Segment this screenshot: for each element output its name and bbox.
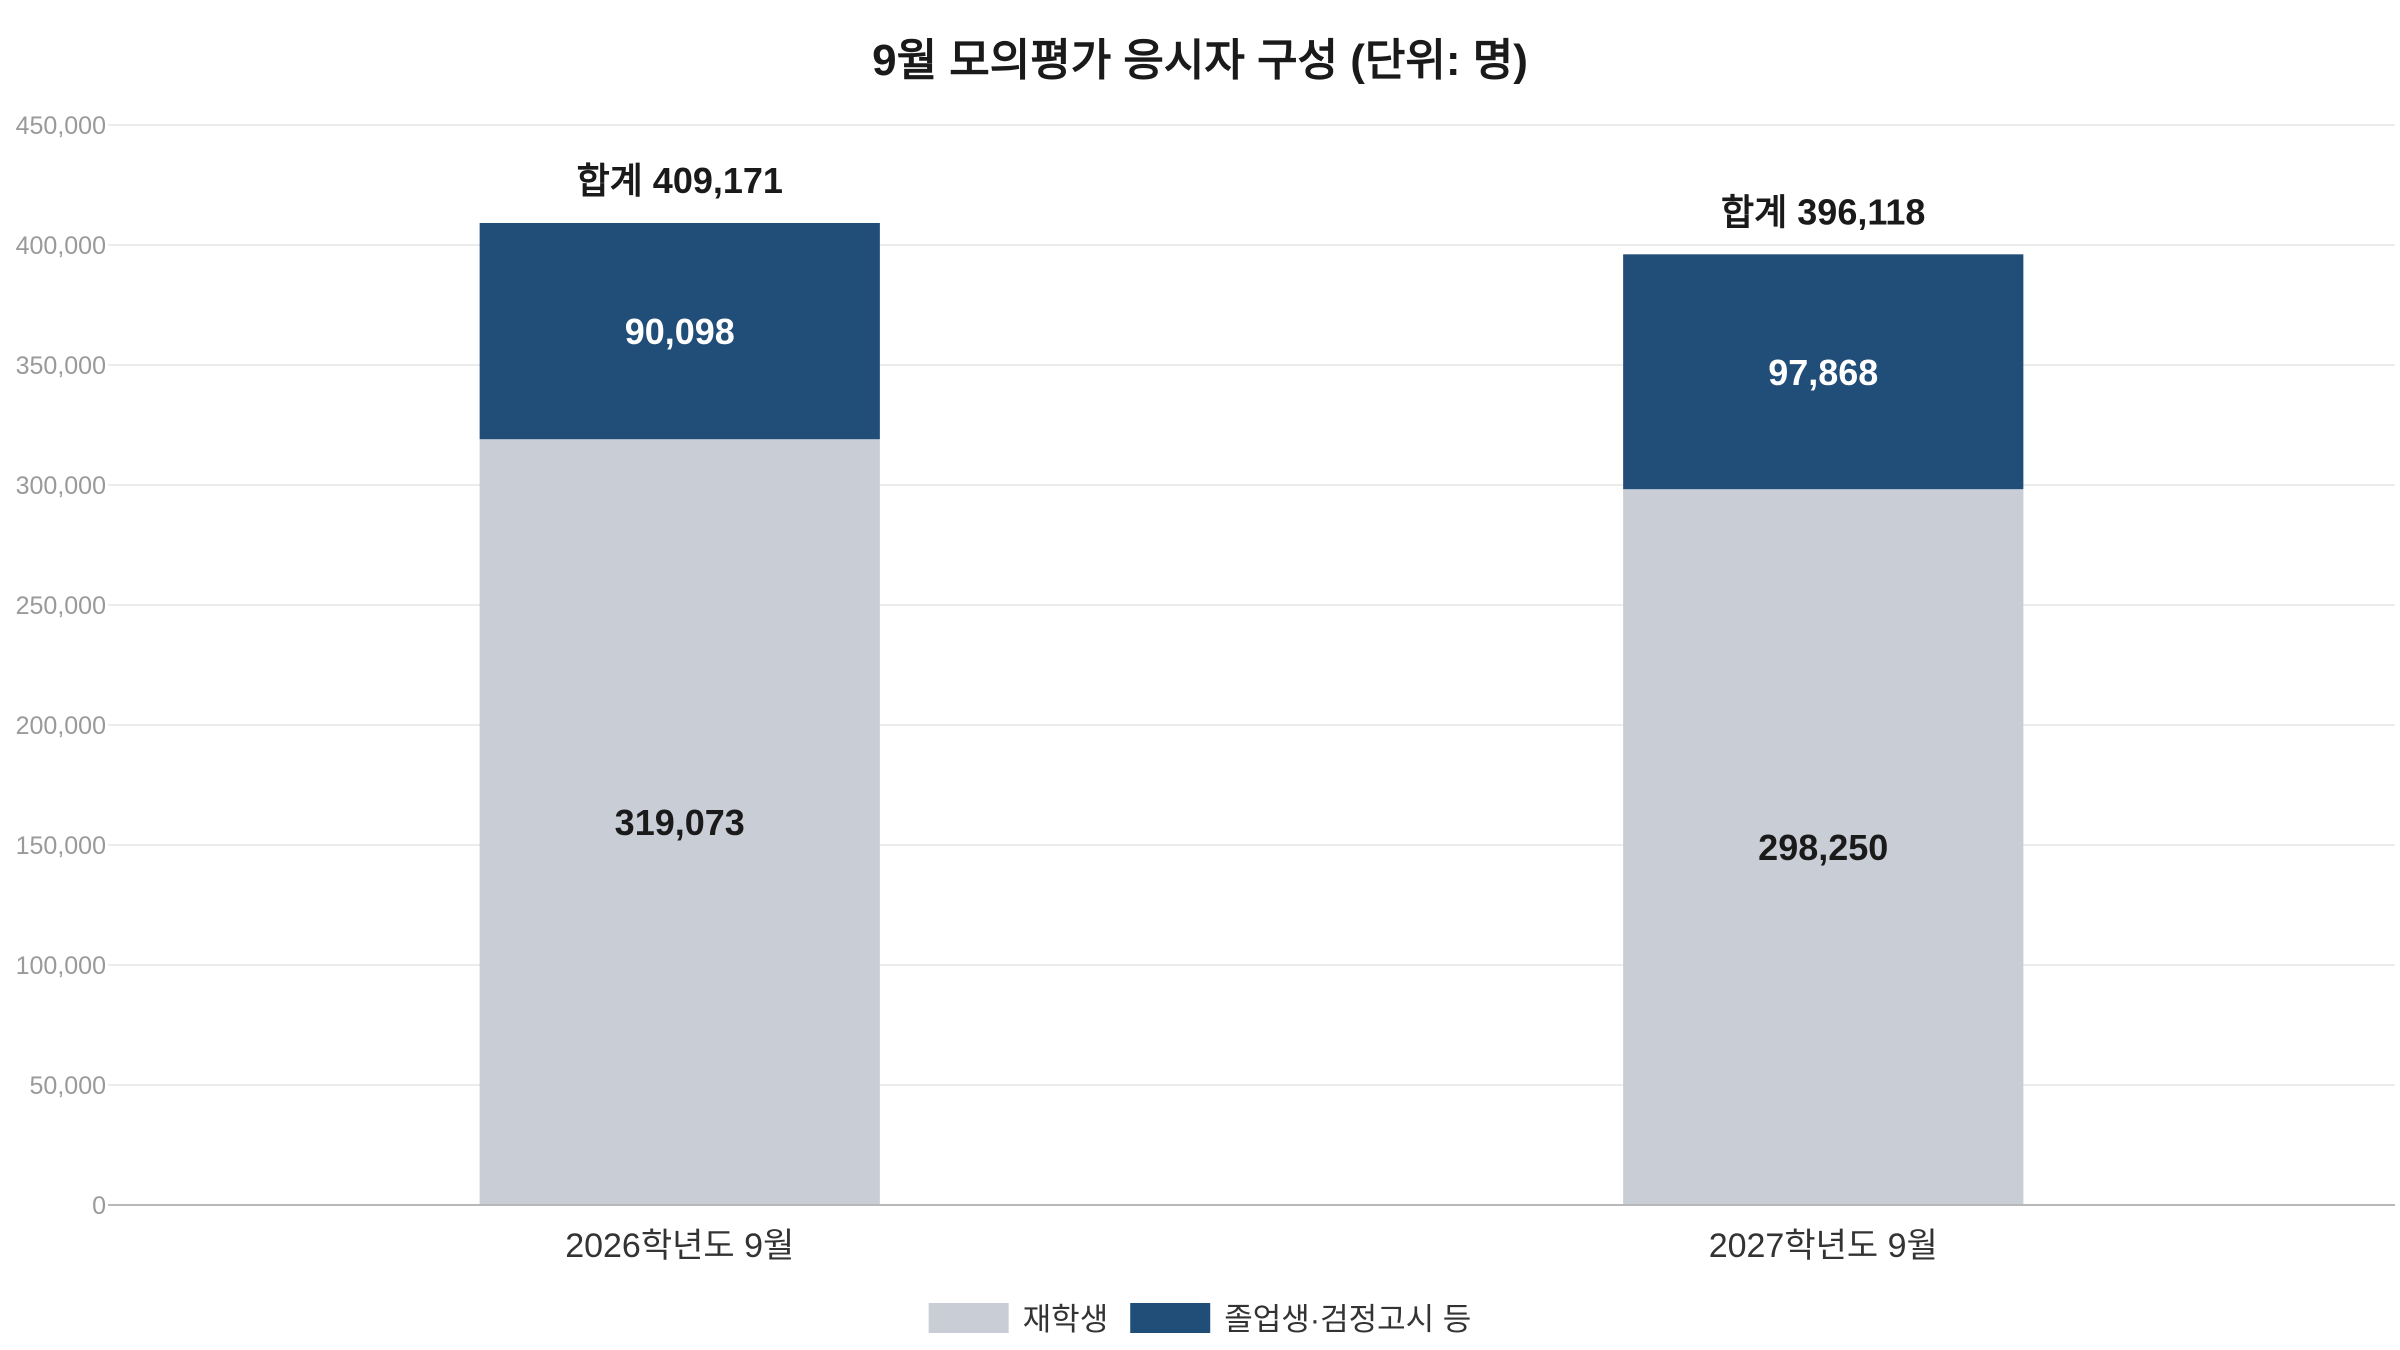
y-tick-label: 250,000: [16, 592, 106, 620]
bar-segment: [1623, 254, 2024, 490]
y-tick-label: 350,000: [16, 352, 106, 380]
y-axis-ticks: 0 50,000 100,000 150,000 200,000 250,000 300,0…: [16, 112, 106, 1220]
y-tick-label: 450,000: [16, 112, 106, 140]
x-tick-label: 2026학년도 9월: [565, 1227, 794, 1265]
legend-label: 졸업생·검정고시 등: [1224, 1302, 1471, 1337]
y-tick-label: 50,000: [30, 1072, 106, 1100]
legend-swatch: [928, 1303, 1009, 1333]
y-tick-label: 300,000: [16, 472, 106, 500]
data-labels: 319,073 90,098 합계 409,171 298,250 97,868 합계 3…: [577, 160, 1926, 868]
bar-segment: [479, 439, 880, 1205]
total-label: 합계 396,118: [1721, 191, 1925, 232]
bars: [479, 222, 2024, 1205]
legend-swatch: [1130, 1303, 1211, 1333]
bar-segment: [1623, 489, 2024, 1205]
y-tick-label: 100,000: [16, 952, 106, 980]
chart-title: 9월 모의평가 응시자 구성 (단위: 명): [872, 36, 1528, 85]
total-label: 합계 409,171: [577, 160, 783, 201]
gridlines: [108, 124, 2395, 1086]
segment-value-label: 97,868: [1768, 352, 1878, 393]
legend-label: 재학생: [1023, 1302, 1109, 1337]
legend: 재학생 졸업생·검정고시 등: [928, 1302, 1471, 1337]
y-tick-label: 200,000: [16, 712, 106, 740]
x-tick-label: 2027학년도 9월: [1709, 1227, 1938, 1265]
segment-value-label: 298,250: [1758, 827, 1888, 868]
y-tick-label: 0: [92, 1192, 106, 1220]
y-tick-label: 400,000: [16, 232, 106, 260]
segment-value-label: 319,073: [615, 802, 745, 843]
x-axis-ticks: 2026학년도 9월 2027학년도 9월: [565, 1227, 1938, 1265]
y-tick-label: 150,000: [16, 832, 106, 860]
segment-value-label: 90,098: [625, 311, 735, 352]
bar-segment: [479, 222, 880, 440]
